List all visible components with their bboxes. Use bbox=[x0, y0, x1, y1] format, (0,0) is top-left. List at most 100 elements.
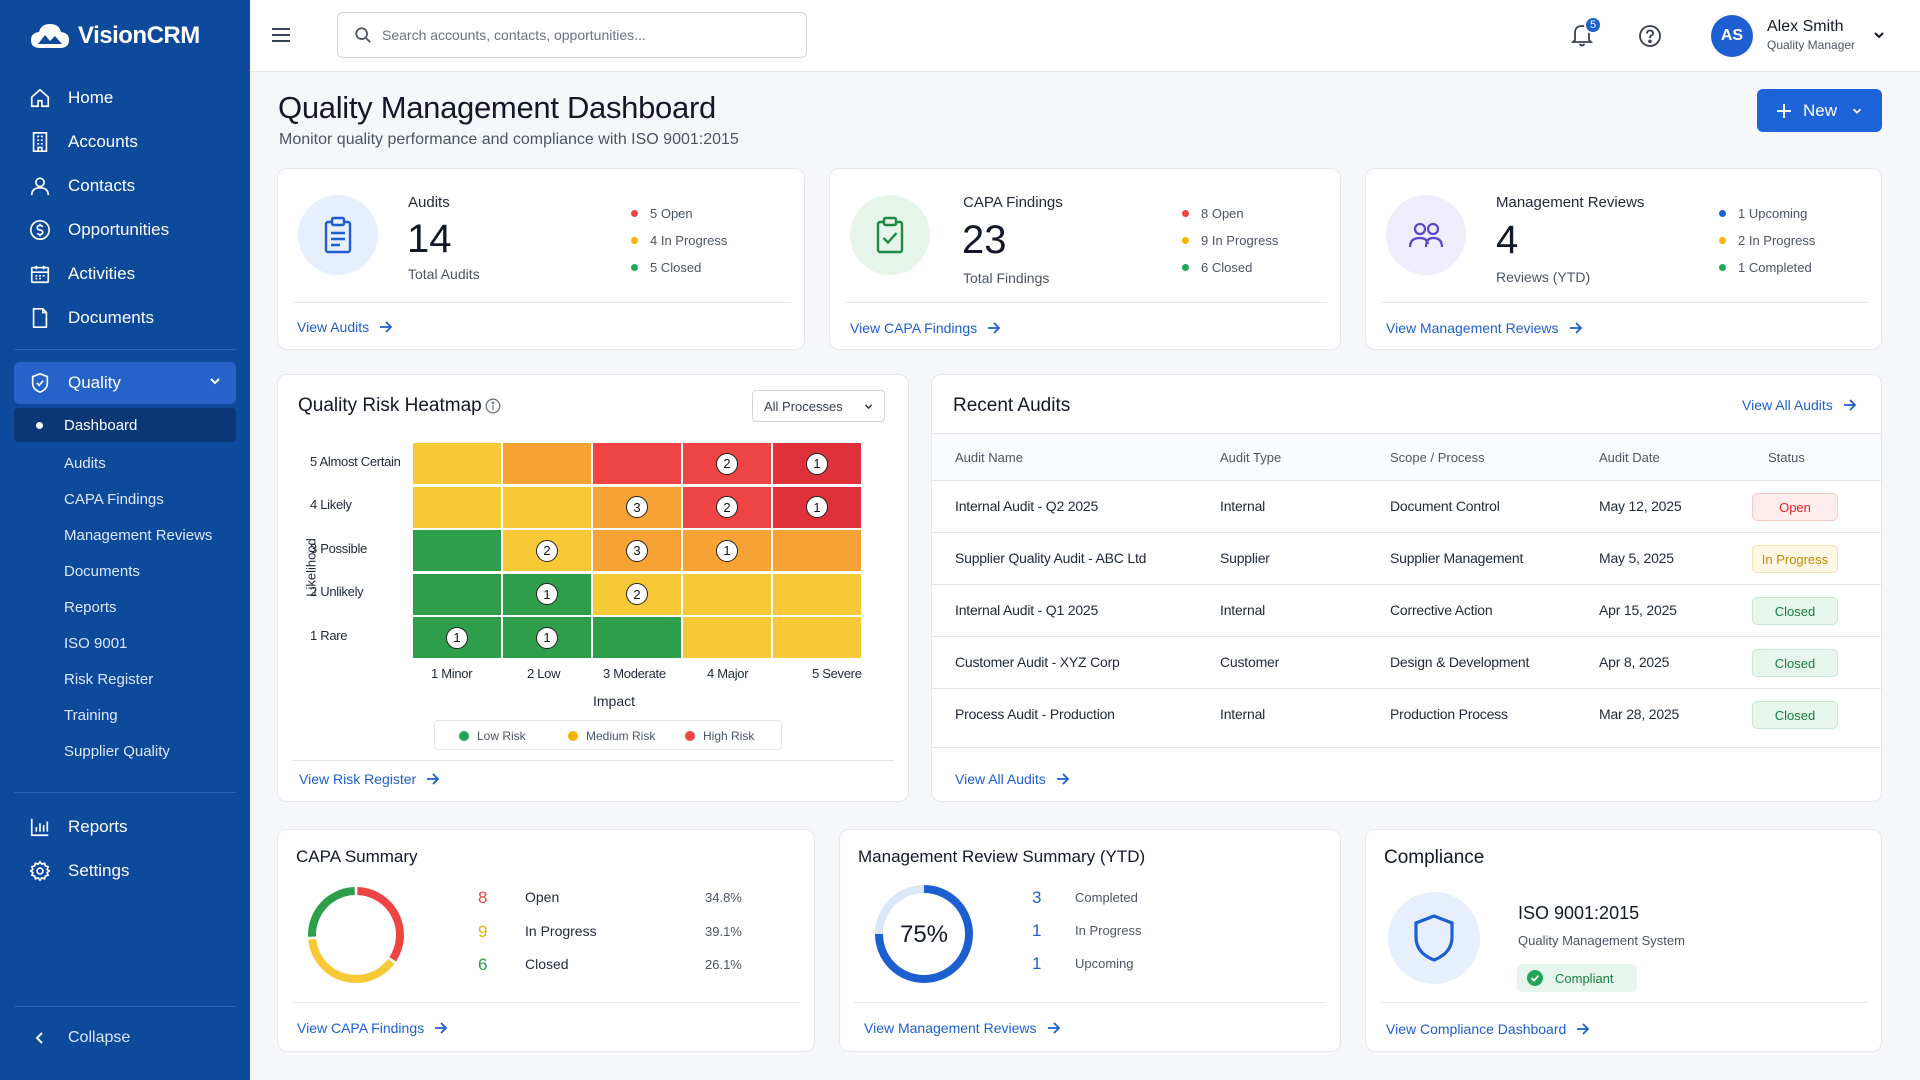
sidebar-subitem-audits[interactable]: Audits bbox=[14, 446, 236, 480]
heatmap-cell[interactable] bbox=[413, 486, 501, 528]
heatmap-cell[interactable]: 1 bbox=[683, 530, 771, 571]
sidebar-item-settings[interactable]: Settings bbox=[14, 851, 236, 891]
capa-in-progress-count: 9 bbox=[478, 922, 488, 941]
heatmap-cell[interactable] bbox=[773, 617, 861, 658]
sidebar-item-contacts[interactable]: Contacts bbox=[14, 166, 236, 206]
table-row[interactable]: Supplier Quality Audit - ABC Ltd Supplier… bbox=[932, 533, 1881, 585]
sidebar-subitem-training[interactable]: Training bbox=[14, 698, 236, 732]
legend-text: 6 Closed bbox=[1201, 260, 1253, 275]
heatmap-cell[interactable]: 2 bbox=[503, 530, 591, 571]
sidebar-subitem-reports[interactable]: Reports bbox=[14, 590, 236, 624]
heatmap-cell[interactable] bbox=[683, 617, 771, 658]
audit-name[interactable]: Supplier Quality Audit - ABC Ltd bbox=[955, 550, 1147, 566]
avatar[interactable]: AS bbox=[1711, 15, 1753, 57]
status-badge: Open bbox=[1752, 493, 1838, 521]
link-label: View Compliance Dashboard bbox=[1386, 1021, 1567, 1037]
view-management-reviews-link[interactable]: View Management Reviews bbox=[1386, 320, 1583, 336]
sidebar-item-documents[interactable]: Documents bbox=[14, 298, 236, 338]
heatmap-cell[interactable] bbox=[503, 486, 591, 528]
audit-name[interactable]: Internal Audit - Q2 2025 bbox=[955, 498, 1099, 514]
info-icon[interactable] bbox=[485, 398, 501, 414]
heatmap-cell[interactable] bbox=[413, 443, 501, 484]
heatmap-cell[interactable] bbox=[683, 573, 771, 615]
legend-text: 1 Upcoming bbox=[1738, 206, 1808, 221]
sidebar-subitem-iso-9001[interactable]: ISO 9001 bbox=[14, 626, 236, 660]
building-icon bbox=[28, 130, 52, 154]
sidebar-item-accounts[interactable]: Accounts bbox=[14, 122, 236, 162]
legend-item: 5 Open bbox=[631, 206, 693, 221]
sidebar-divider bbox=[14, 1006, 236, 1007]
heatmap-cell[interactable]: 3 bbox=[593, 486, 681, 528]
capa-closed-percent: 26.1% bbox=[705, 957, 742, 972]
risk-count-badge: 2 bbox=[536, 539, 558, 562]
view-risk-register-link[interactable]: View Risk Register bbox=[299, 771, 440, 787]
sidebar-item-quality[interactable]: Quality bbox=[14, 362, 236, 404]
sidebar-item-label: Quality bbox=[68, 373, 121, 392]
view-compliance-dashboard-link[interactable]: View Compliance Dashboard bbox=[1386, 1021, 1590, 1037]
menu-icon[interactable] bbox=[270, 24, 292, 46]
heatmap-cell[interactable] bbox=[773, 530, 861, 571]
document-icon bbox=[28, 306, 52, 330]
heatmap-cell[interactable]: 2 bbox=[683, 443, 771, 484]
legend-item: Low Risk bbox=[459, 729, 526, 743]
sidebar-subitem-risk-register[interactable]: Risk Register bbox=[14, 662, 236, 696]
capa-in-progress-label: In Progress bbox=[525, 923, 597, 939]
audit-name[interactable]: Process Audit - Production bbox=[955, 706, 1115, 722]
view-audits-link[interactable]: View Audits bbox=[297, 319, 393, 335]
table-row[interactable]: Customer Audit - XYZ Corp Customer Design … bbox=[932, 637, 1881, 689]
heatmap-cell[interactable] bbox=[593, 443, 681, 484]
sidebar-subitem-dashboard[interactable]: Dashboard bbox=[14, 408, 236, 442]
audit-name[interactable]: Customer Audit - XYZ Corp bbox=[955, 654, 1120, 670]
heatmap-cell[interactable]: 3 bbox=[593, 530, 681, 571]
sidebar-subitem-capa-findings[interactable]: CAPA Findings bbox=[14, 482, 236, 516]
help-icon[interactable] bbox=[1638, 24, 1662, 48]
arrow-right-icon bbox=[1056, 773, 1070, 785]
heatmap-row-label: 5 Almost Certain bbox=[310, 454, 401, 469]
chevron-down-icon[interactable] bbox=[1872, 28, 1886, 42]
view-capa-findings-link[interactable]: View CAPA Findings bbox=[297, 1020, 448, 1036]
legend-dot bbox=[1182, 210, 1189, 217]
heatmap-cell[interactable] bbox=[413, 573, 501, 615]
sidebar-subitem-management-reviews[interactable]: Management Reviews bbox=[14, 518, 236, 552]
heatmap-cell[interactable]: 1 bbox=[773, 486, 861, 528]
app-logo[interactable]: VisionCRM bbox=[30, 22, 200, 50]
table-row[interactable]: Internal Audit - Q1 2025 Internal Correcti… bbox=[932, 585, 1881, 637]
process-filter-select[interactable]: All Processes bbox=[752, 390, 885, 422]
audit-name[interactable]: Internal Audit - Q1 2025 bbox=[955, 602, 1099, 618]
search-box[interactable] bbox=[337, 12, 807, 58]
sidebar-item-opportunities[interactable]: Opportunities bbox=[14, 210, 236, 250]
sidebar-subitem-supplier-quality[interactable]: Supplier Quality bbox=[14, 734, 236, 768]
heatmap-cell[interactable]: 2 bbox=[683, 486, 771, 528]
heatmap-cell[interactable]: 1 bbox=[773, 443, 861, 484]
sidebar-subitem-documents[interactable]: Documents bbox=[14, 554, 236, 588]
view-capa-findings-link[interactable]: View CAPA Findings bbox=[850, 320, 1001, 336]
collapse-button[interactable]: Collapse bbox=[14, 1018, 236, 1058]
notifications-button[interactable]: 5 bbox=[1570, 16, 1602, 48]
heatmap-cell[interactable] bbox=[773, 573, 861, 615]
heatmap-cell[interactable] bbox=[503, 443, 591, 484]
table-row[interactable]: Process Audit - Production Internal Produc… bbox=[932, 689, 1881, 741]
heatmap-cell[interactable]: 1 bbox=[503, 617, 591, 658]
legend-text: Low Risk bbox=[477, 729, 526, 743]
user-name[interactable]: Alex Smith bbox=[1767, 18, 1844, 35]
risk-count-badge: 3 bbox=[626, 539, 648, 562]
new-button[interactable]: New bbox=[1757, 89, 1882, 132]
sidebar-item-home[interactable]: Home bbox=[14, 78, 236, 118]
heatmap-cell[interactable] bbox=[593, 617, 681, 658]
search-input[interactable] bbox=[382, 27, 782, 43]
view-all-audits-header-link[interactable]: View All Audits bbox=[1742, 397, 1857, 413]
view-management-reviews-link[interactable]: View Management Reviews bbox=[864, 1020, 1061, 1036]
table-row[interactable]: Internal Audit - Q2 2025 Internal Document… bbox=[932, 481, 1881, 533]
review-upcoming-count: 1 bbox=[1032, 954, 1042, 973]
sidebar-item-reports[interactable]: Reports bbox=[14, 807, 236, 847]
notification-count-badge: 5 bbox=[1584, 16, 1602, 34]
view-all-audits-link[interactable]: View All Audits bbox=[955, 771, 1070, 787]
sidebar-item-activities[interactable]: Activities bbox=[14, 254, 236, 294]
arrow-right-icon bbox=[426, 773, 440, 785]
heatmap-cell[interactable]: 2 bbox=[593, 573, 681, 615]
heatmap-cell[interactable]: 1 bbox=[413, 617, 501, 658]
heatmap-cell[interactable]: 1 bbox=[503, 573, 591, 615]
heatmap-cell[interactable] bbox=[413, 530, 501, 571]
card-divider bbox=[292, 1002, 800, 1003]
status-badge: In Progress bbox=[1752, 545, 1838, 573]
